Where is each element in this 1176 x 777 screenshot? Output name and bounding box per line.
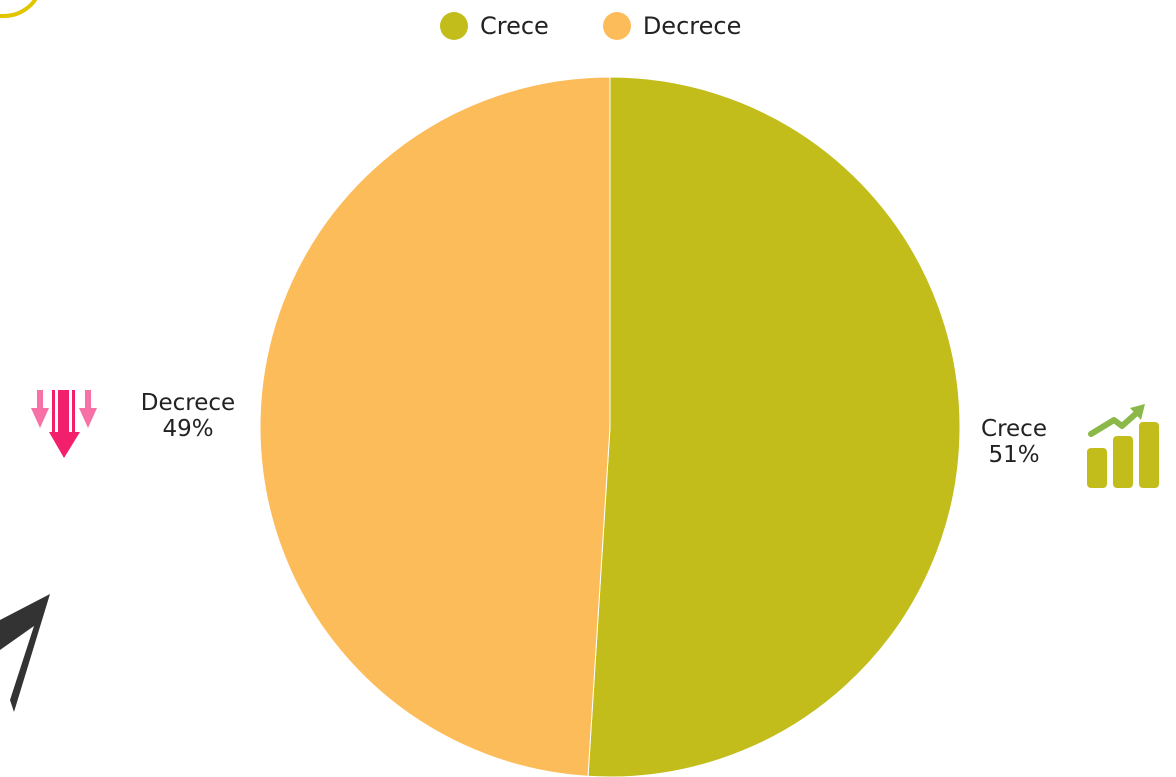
legend-swatch-decrece (602, 12, 631, 40)
slice-label-crece-value: 51% (988, 442, 1040, 468)
legend-swatch-crece (440, 12, 468, 40)
slice-label-crece-name: Crece (981, 416, 1047, 442)
pie-slice-decrece (259, 76, 611, 777)
pie-slices (259, 76, 961, 777)
chart-legend: Crece Decrece (440, 12, 741, 40)
bar-chart-growth-icon (1087, 404, 1159, 488)
legend-item-decrece: Decrece (602, 12, 742, 40)
legend-label-decrece: Decrece (642, 12, 742, 40)
legend-label-crece: Crece (480, 12, 549, 40)
pie-slice-crece (587, 76, 961, 777)
slice-label-decrece-value: 49% (162, 416, 214, 442)
slice-label-decrece-name: Decrece (140, 390, 236, 416)
paper-plane-icon (0, 594, 50, 712)
slice-label-decrece: Decrece 49% (128, 390, 248, 442)
down-arrows-icon (31, 390, 97, 458)
slice-label-crece: Crece 51% (964, 416, 1064, 468)
legend-item-crece: Crece (440, 12, 549, 40)
